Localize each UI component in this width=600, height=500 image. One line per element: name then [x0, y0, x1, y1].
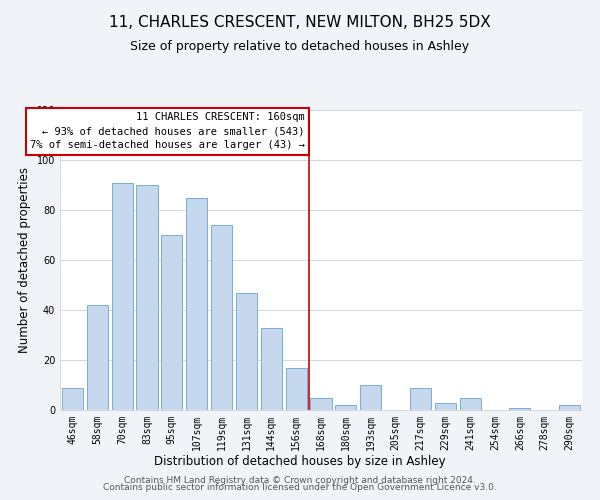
Text: 11, CHARLES CRESCENT, NEW MILTON, BH25 5DX: 11, CHARLES CRESCENT, NEW MILTON, BH25 5… — [109, 15, 491, 30]
Text: Size of property relative to detached houses in Ashley: Size of property relative to detached ho… — [130, 40, 470, 53]
Bar — [62, 388, 83, 410]
Bar — [261, 328, 282, 410]
Bar — [310, 398, 332, 410]
Y-axis label: Number of detached properties: Number of detached properties — [18, 167, 31, 353]
Text: Contains public sector information licensed under the Open Government Licence v3: Contains public sector information licen… — [103, 484, 497, 492]
Bar — [509, 408, 530, 410]
Bar — [87, 305, 108, 410]
Bar — [186, 198, 207, 410]
Bar — [136, 185, 158, 410]
Bar — [360, 385, 381, 410]
Text: Contains HM Land Registry data © Crown copyright and database right 2024.: Contains HM Land Registry data © Crown c… — [124, 476, 476, 485]
Bar — [335, 405, 356, 410]
Bar — [410, 388, 431, 410]
Bar — [236, 292, 257, 410]
Bar — [460, 398, 481, 410]
Bar — [161, 235, 182, 410]
Bar — [112, 182, 133, 410]
Text: 11 CHARLES CRESCENT: 160sqm
← 93% of detached houses are smaller (543)
7% of sem: 11 CHARLES CRESCENT: 160sqm ← 93% of det… — [30, 112, 305, 150]
Bar — [211, 225, 232, 410]
Bar — [559, 405, 580, 410]
Bar — [435, 402, 456, 410]
Bar — [286, 368, 307, 410]
Text: Distribution of detached houses by size in Ashley: Distribution of detached houses by size … — [154, 455, 446, 468]
